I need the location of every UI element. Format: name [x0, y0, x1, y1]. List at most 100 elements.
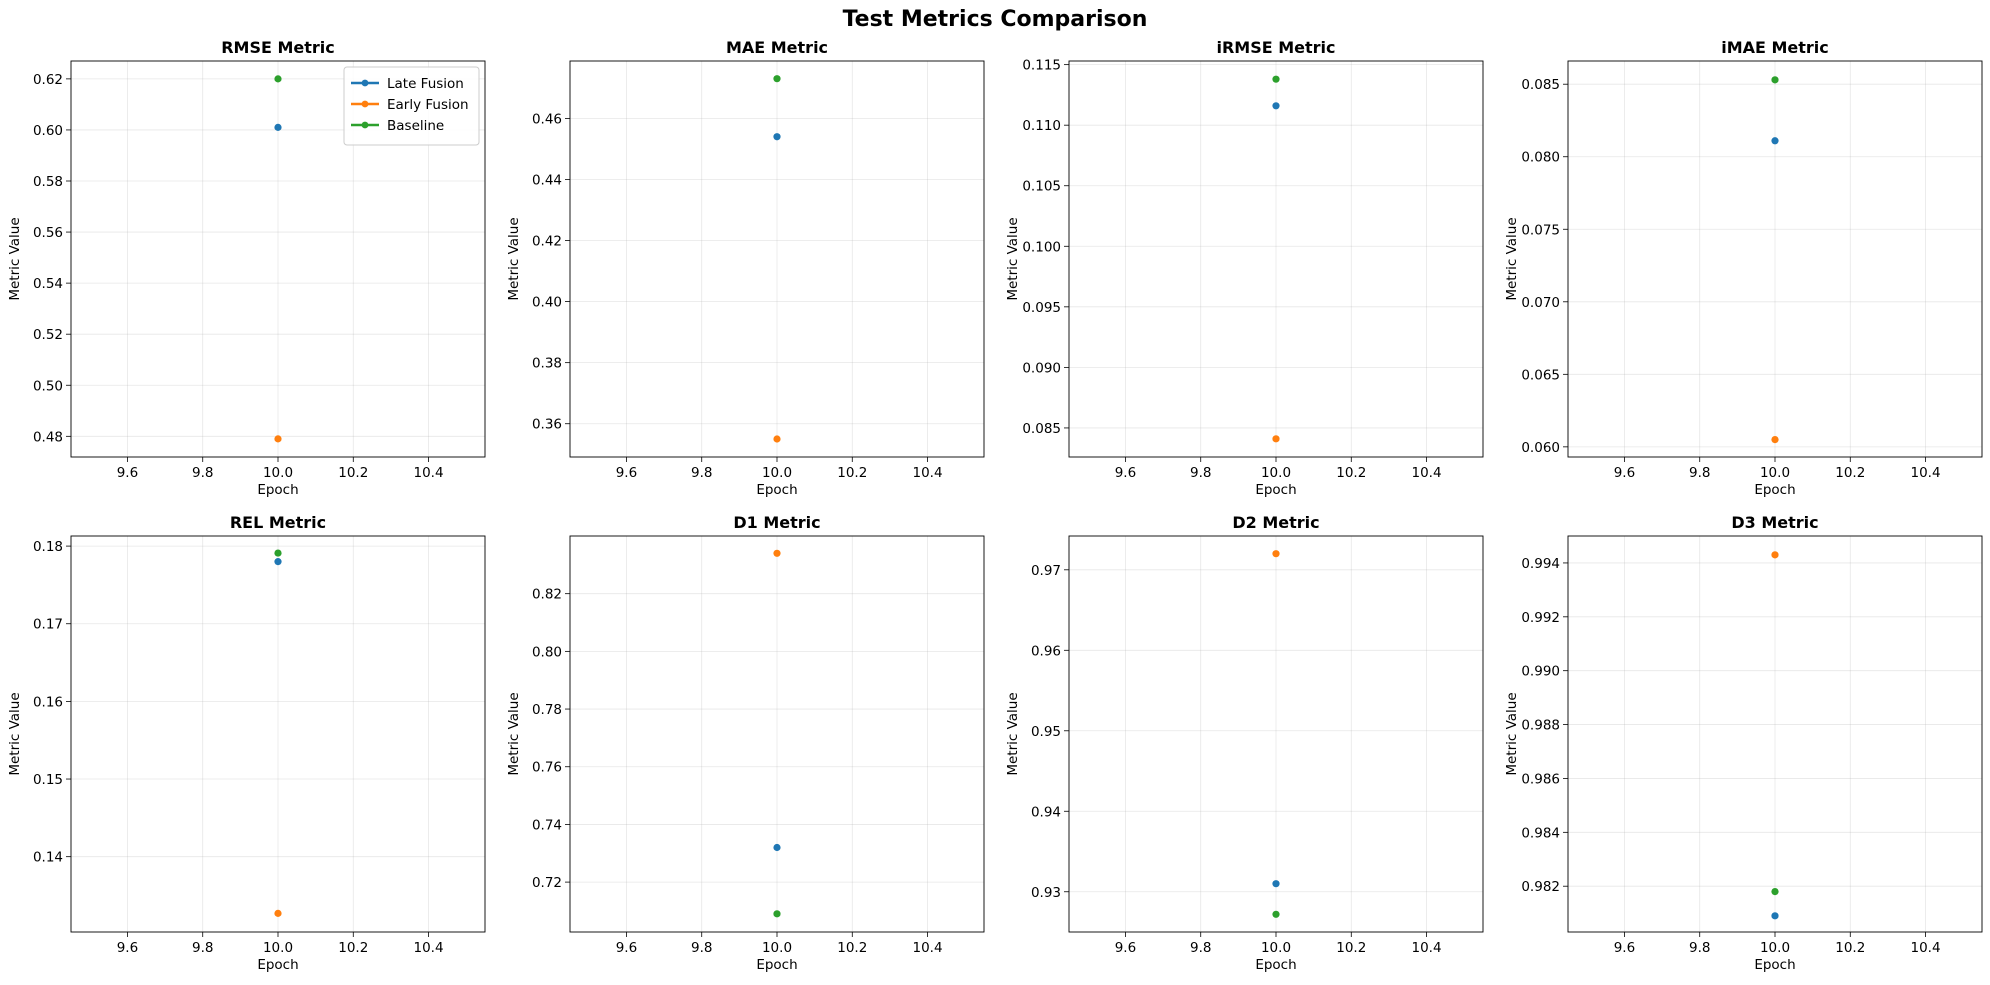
mae-metric-y-tick-label: 0.36 [532, 417, 562, 433]
imae-metric-title: iMAE Metric [1721, 38, 1829, 57]
irmse-metric-y-tick-label: 0.115 [1022, 58, 1061, 74]
d1-metric-y-tick-label: 0.78 [532, 702, 562, 718]
imae-metric-x-tick-label: 9.6 [1614, 465, 1635, 481]
mae-metric-point-baseline [773, 75, 781, 83]
d3-metric-y-axis-label: Metric Value [1504, 692, 1520, 775]
mae-metric-x-tick-label: 9.6 [616, 465, 637, 481]
imae-metric-x-tick-label: 10.0 [1760, 465, 1790, 481]
rmse-metric-y-tick-label: 0.52 [33, 327, 63, 343]
d2-metric-point-early-fusion [1272, 550, 1280, 558]
mae-metric-y-tick-label: 0.40 [532, 295, 562, 311]
rmse-metric-x-tick-label: 10.0 [263, 465, 293, 481]
d2-metric-x-tick-label: 9.6 [1115, 940, 1136, 956]
irmse-metric-x-axis-label: Epoch [1255, 482, 1296, 498]
mae-metric-y-tick-label: 0.46 [532, 111, 562, 127]
d2-metric-point-late-fusion [1272, 880, 1280, 888]
legend-marker-late-fusion [361, 79, 369, 87]
d3-metric-y-tick-label: 0.994 [1521, 556, 1560, 572]
irmse-metric-x-tick-label: 10.0 [1261, 465, 1291, 481]
d2-metric-frame [1068, 535, 1484, 933]
imae-metric-point-early-fusion [1771, 435, 1779, 444]
d3-metric-y-tick-label: 0.986 [1521, 771, 1560, 787]
legend: Late Fusion Early Fusion Baseline [343, 66, 480, 146]
d1-metric-title: D1 Metric [733, 513, 820, 532]
irmse-metric-frame [1068, 60, 1484, 458]
rmse-metric-y-tick-label: 0.62 [33, 72, 63, 88]
d1-metric-y-tick-label: 0.80 [532, 644, 562, 660]
rmse-metric-y-tick-label: 0.54 [33, 276, 63, 292]
rel-metric-point-early-fusion [274, 909, 282, 917]
rmse-metric-point-baseline [274, 75, 282, 83]
legend-marker-early-fusion [361, 100, 369, 108]
mae-metric-plot-area [570, 61, 984, 457]
irmse-metric-y-axis-label: Metric Value [1005, 217, 1021, 300]
d1-metric-x-tick-label: 10.4 [913, 940, 943, 956]
rmse-metric-x-tick-label: 10.4 [414, 465, 444, 481]
mae-metric-y-tick-label: 0.42 [532, 234, 562, 250]
irmse-metric-plot-area [1069, 61, 1483, 457]
imae-metric-y-tick-label: 0.065 [1521, 367, 1560, 383]
rel-metric-panel: 9.6 9.8 10.0 10.2 10.4 0.14 0.15 0.16 0.17 0.18 RE… [7, 513, 486, 973]
irmse-metric-y-tick-label: 0.090 [1022, 360, 1061, 376]
d1-metric-point-baseline [773, 910, 781, 918]
rmse-metric-point-late-fusion [274, 123, 282, 131]
legend-label-early-fusion: Early Fusion [387, 97, 469, 113]
d1-metric-point-early-fusion [773, 549, 781, 557]
rmse-metric-x-tick-label: 9.6 [117, 465, 138, 481]
d3-metric-point-late-fusion [1771, 912, 1779, 920]
imae-metric-plot-area [1568, 61, 1982, 457]
figure-title: Test Metrics Comparison [843, 7, 1148, 32]
mae-metric-x-tick-label: 9.8 [691, 465, 712, 481]
rel-metric-x-tick-label: 9.6 [117, 940, 138, 956]
chart-panels: 9.6 9.8 10.0 10.2 10.4 0.48 0.50 0.52 0.54 0.56 0.… [7, 38, 1983, 973]
irmse-metric-point-baseline [1272, 75, 1280, 83]
d1-metric-x-tick-label: 9.8 [691, 940, 712, 956]
mae-metric-y-tick-label: 0.44 [532, 172, 562, 188]
rel-metric-x-tick-label: 9.8 [192, 940, 213, 956]
d1-metric-panel: 9.6 9.8 10.0 10.2 10.4 0.72 0.74 0.76 0.78 0.80 0.… [506, 513, 985, 973]
d1-metric-point-late-fusion [773, 843, 781, 852]
d2-metric-panel: 9.6 9.8 10.0 10.2 10.4 0.93 0.94 0.95 0.96 0.97 D2… [1005, 513, 1484, 973]
irmse-metric-y-tick-label: 0.085 [1022, 421, 1061, 437]
rmse-metric-frame [70, 60, 486, 458]
mae-metric-point-early-fusion [773, 435, 781, 443]
rmse-metric-y-tick-label: 0.56 [33, 225, 63, 241]
d2-metric-y-tick-label: 0.95 [1031, 724, 1061, 740]
mae-metric-title: MAE Metric [726, 38, 828, 57]
mae-metric-panel: 9.6 9.8 10.0 10.2 10.4 0.36 0.38 0.40 0.42 0.44 0.… [506, 38, 985, 498]
irmse-metric-y-tick-label: 0.105 [1022, 179, 1061, 195]
legend-label-baseline: Baseline [387, 118, 444, 134]
rel-metric-frame [70, 535, 486, 933]
mae-metric-x-tick-label: 10.4 [913, 465, 943, 481]
d3-metric-y-tick-label: 0.992 [1521, 610, 1560, 626]
irmse-metric-x-tick-label: 10.2 [1336, 465, 1366, 481]
d1-metric-x-axis-label: Epoch [756, 957, 797, 973]
irmse-metric-panel: 9.6 9.8 10.0 10.2 10.4 0.085 0.090 0.095 0.100 0.… [1005, 38, 1484, 498]
imae-metric-x-axis-label: Epoch [1754, 482, 1795, 498]
rmse-metric-y-tick-label: 0.50 [33, 378, 63, 394]
d2-metric-y-tick-label: 0.97 [1031, 563, 1061, 579]
d3-metric-y-tick-label: 0.990 [1521, 664, 1560, 680]
legend-label-late-fusion: Late Fusion [387, 76, 464, 92]
d3-metric-x-tick-label: 9.8 [1689, 940, 1710, 956]
rel-metric-x-axis-label: Epoch [257, 957, 298, 973]
irmse-metric-title: iRMSE Metric [1216, 38, 1335, 57]
d3-metric-point-baseline [1771, 887, 1779, 896]
rmse-metric-y-tick-label: 0.58 [33, 174, 63, 190]
mae-metric-y-tick-label: 0.38 [532, 356, 562, 372]
legend-marker-baseline [361, 121, 369, 129]
mae-metric-y-axis-label: Metric Value [506, 217, 522, 300]
d3-metric-x-tick-label: 10.0 [1760, 940, 1790, 956]
d2-metric-y-tick-label: 0.93 [1031, 885, 1061, 901]
rel-metric-y-tick-label: 0.17 [33, 617, 63, 633]
irmse-metric-point-late-fusion [1272, 102, 1280, 110]
d3-metric-frame [1567, 535, 1983, 933]
rmse-metric-x-tick-label: 10.2 [338, 465, 368, 481]
rel-metric-point-late-fusion [274, 558, 282, 566]
rel-metric-x-tick-label: 10.4 [414, 940, 444, 956]
d2-metric-x-tick-label: 10.2 [1336, 940, 1366, 956]
d3-metric-x-tick-label: 9.6 [1614, 940, 1635, 956]
d3-metric-point-early-fusion [1771, 551, 1779, 559]
d2-metric-title: D2 Metric [1232, 513, 1319, 532]
rel-metric-y-tick-label: 0.15 [33, 772, 63, 788]
